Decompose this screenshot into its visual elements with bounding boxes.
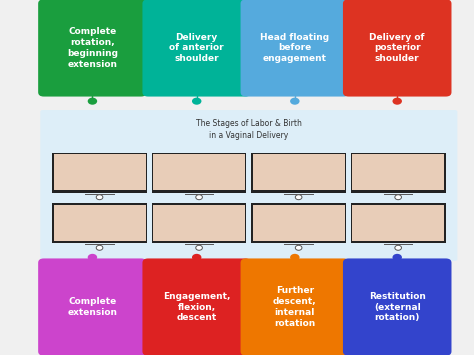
FancyBboxPatch shape — [351, 203, 446, 243]
Circle shape — [192, 98, 201, 105]
Circle shape — [290, 98, 300, 105]
FancyBboxPatch shape — [52, 153, 147, 192]
Text: Engagement,
flexion,
descent: Engagement, flexion, descent — [163, 292, 230, 322]
FancyBboxPatch shape — [240, 258, 349, 355]
FancyBboxPatch shape — [54, 204, 146, 241]
FancyBboxPatch shape — [240, 0, 349, 97]
FancyBboxPatch shape — [38, 0, 147, 97]
Text: Complete
rotation,
beginning
extension: Complete rotation, beginning extension — [67, 27, 118, 69]
FancyBboxPatch shape — [142, 258, 251, 355]
Circle shape — [395, 195, 401, 200]
FancyBboxPatch shape — [52, 203, 147, 243]
Circle shape — [290, 254, 300, 261]
Circle shape — [96, 245, 103, 250]
FancyBboxPatch shape — [343, 0, 451, 97]
FancyBboxPatch shape — [40, 110, 457, 261]
Circle shape — [88, 98, 97, 105]
Circle shape — [395, 245, 401, 250]
FancyBboxPatch shape — [152, 203, 246, 243]
Circle shape — [96, 195, 103, 200]
FancyBboxPatch shape — [153, 204, 245, 241]
Text: The Stages of Labor & Birth
in a Vaginal Delivery: The Stages of Labor & Birth in a Vaginal… — [196, 119, 302, 140]
FancyBboxPatch shape — [352, 154, 444, 190]
Text: Delivery
of anterior
shoulder: Delivery of anterior shoulder — [169, 33, 224, 63]
Circle shape — [88, 254, 97, 261]
FancyBboxPatch shape — [352, 204, 444, 241]
Circle shape — [196, 245, 202, 250]
Circle shape — [192, 254, 201, 261]
FancyBboxPatch shape — [153, 154, 245, 190]
FancyBboxPatch shape — [38, 258, 147, 355]
Text: Complete
extension: Complete extension — [67, 297, 118, 317]
Circle shape — [392, 254, 402, 261]
Text: Restitution
(external
rotation): Restitution (external rotation) — [369, 292, 426, 322]
Text: Head floating
before
engagement: Head floating before engagement — [260, 33, 329, 63]
Text: Delivery of
posterior
shoulder: Delivery of posterior shoulder — [369, 33, 425, 63]
FancyBboxPatch shape — [142, 0, 251, 97]
Circle shape — [196, 195, 202, 200]
Circle shape — [295, 195, 302, 200]
Circle shape — [392, 98, 402, 105]
FancyBboxPatch shape — [253, 204, 345, 241]
FancyBboxPatch shape — [351, 153, 446, 192]
FancyBboxPatch shape — [152, 153, 246, 192]
FancyBboxPatch shape — [251, 203, 346, 243]
Text: Further
descent,
internal
rotation: Further descent, internal rotation — [273, 286, 317, 328]
FancyBboxPatch shape — [54, 154, 146, 190]
FancyBboxPatch shape — [253, 154, 345, 190]
FancyBboxPatch shape — [251, 153, 346, 192]
Circle shape — [295, 245, 302, 250]
FancyBboxPatch shape — [343, 258, 451, 355]
